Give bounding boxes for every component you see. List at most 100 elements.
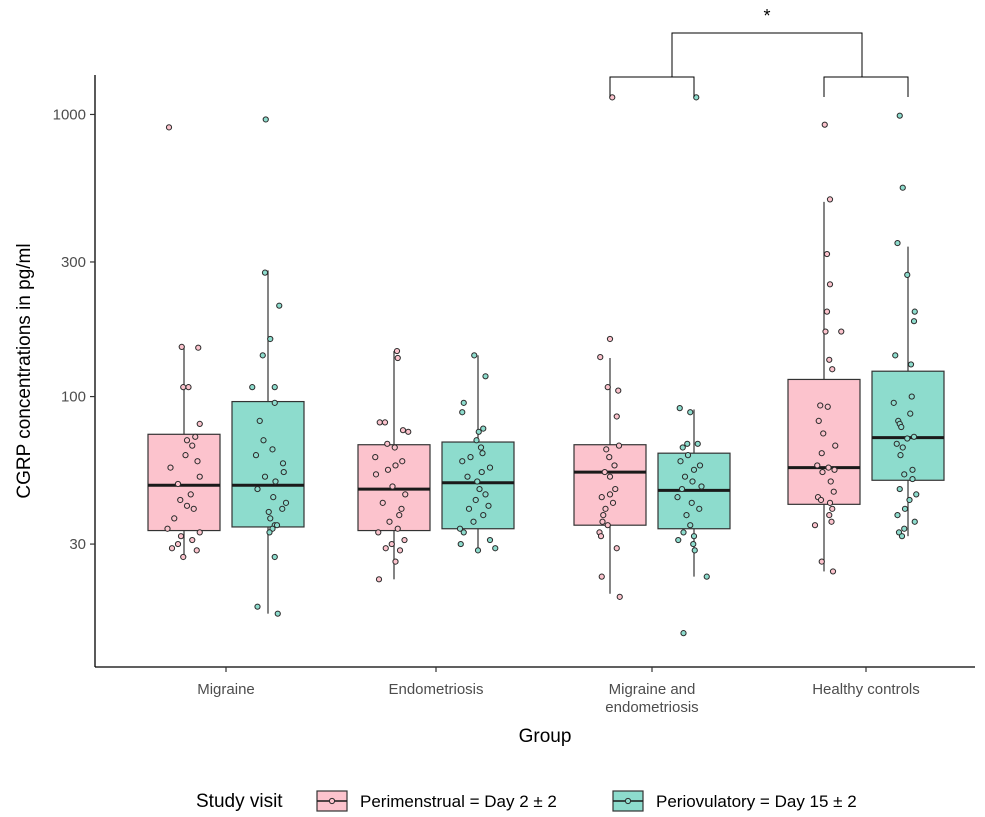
data-point [897,452,904,459]
data-point [606,473,614,480]
data-point [826,512,833,519]
data-point [690,466,698,473]
data-point [899,184,906,191]
data-point [615,387,622,394]
data-point [829,505,836,512]
data-point [894,239,901,247]
data-point [613,545,620,552]
data-point [460,529,467,536]
data-point [460,399,467,406]
data-point [254,603,261,610]
data-point [267,515,274,522]
data-point [375,576,383,583]
box-1-3 [871,246,945,537]
data-point [467,454,474,461]
data-point [384,466,392,473]
data-point [398,505,405,512]
data-point [276,302,283,309]
data-point [831,466,838,473]
y-tick-label: 100 [61,389,86,406]
data-point [823,308,831,315]
data-point [598,494,605,501]
box-rect [231,400,305,528]
data-point [180,384,187,391]
data-point [482,373,489,380]
data-point [890,399,897,406]
data-point [680,630,687,637]
data-point [271,553,278,561]
data-point [687,522,694,529]
data-point [611,462,618,469]
data-point [279,460,287,467]
data-point [402,491,409,498]
data-point [814,462,821,469]
data-point [907,361,915,368]
data-point [609,499,617,506]
data-point [249,384,256,391]
data-point [600,512,607,519]
data-point [261,269,269,276]
data-point [823,250,831,258]
data-point [675,536,682,544]
data-point [254,485,261,493]
data-point [267,335,274,343]
data-point [696,462,704,469]
data-point [703,573,710,580]
legend-label: Perimenstrual = Day 2 ± 2 [360,792,557,811]
data-point [486,536,494,544]
y-tick-label: 30 [69,536,86,553]
data-point [393,347,401,355]
box-rect [147,433,221,532]
data-point [476,485,483,493]
box-1-0 [231,270,305,614]
data-point [477,444,485,451]
data-point [690,540,697,548]
data-point [485,502,492,509]
data-point [401,536,408,544]
points-layer [164,94,920,637]
data-point [598,573,605,580]
significance-bracket: * [609,6,909,97]
data-point [472,496,479,504]
data-point [391,444,398,451]
data-point [457,540,464,548]
data-point [690,533,698,540]
data-point [187,491,194,498]
data-point [819,468,826,476]
bracket-right [823,76,909,97]
data-point [691,547,698,554]
data-point [826,196,834,203]
box-rect [871,370,945,481]
data-point [678,485,686,493]
legend-key-point [624,797,632,805]
data-point [470,518,477,525]
data-point [195,344,202,351]
legend-title: Study visit [196,791,283,812]
data-point [262,116,269,123]
data-point [396,547,404,554]
data-point [274,610,281,617]
data-point [252,452,260,459]
data-point [381,419,389,426]
data-point [196,529,203,536]
y-tick-label: 1000 [53,106,86,123]
y-axis-title: CGRP concentrations in pg/ml [14,243,35,498]
data-point [899,444,906,451]
data-point [480,425,487,432]
data-point [901,525,908,532]
significance-star: * [763,6,770,26]
data-point [399,458,406,465]
data-point [185,384,192,391]
data-point [394,354,401,362]
data-point [896,485,903,493]
data-point [826,356,833,363]
data-point [676,405,683,412]
data-point [681,473,689,480]
y-tick-label: 300 [61,254,86,271]
box-1-1 [441,355,515,551]
data-point [910,433,918,440]
x-tick-label: endometriosis [605,699,698,716]
data-point [892,352,899,359]
data-point [894,512,901,519]
box-rect [441,441,515,530]
